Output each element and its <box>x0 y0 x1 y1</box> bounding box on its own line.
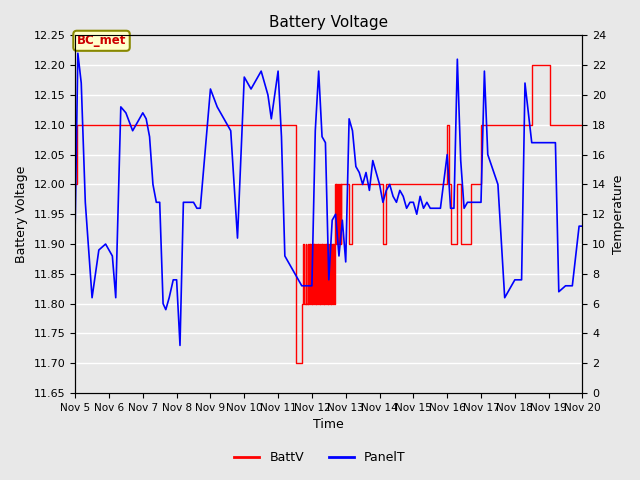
Text: BC_met: BC_met <box>77 34 126 47</box>
Title: Battery Voltage: Battery Voltage <box>269 15 388 30</box>
Y-axis label: Battery Voltage: Battery Voltage <box>15 166 28 263</box>
Legend: BattV, PanelT: BattV, PanelT <box>229 446 411 469</box>
X-axis label: Time: Time <box>314 419 344 432</box>
Y-axis label: Temperature: Temperature <box>612 175 625 254</box>
